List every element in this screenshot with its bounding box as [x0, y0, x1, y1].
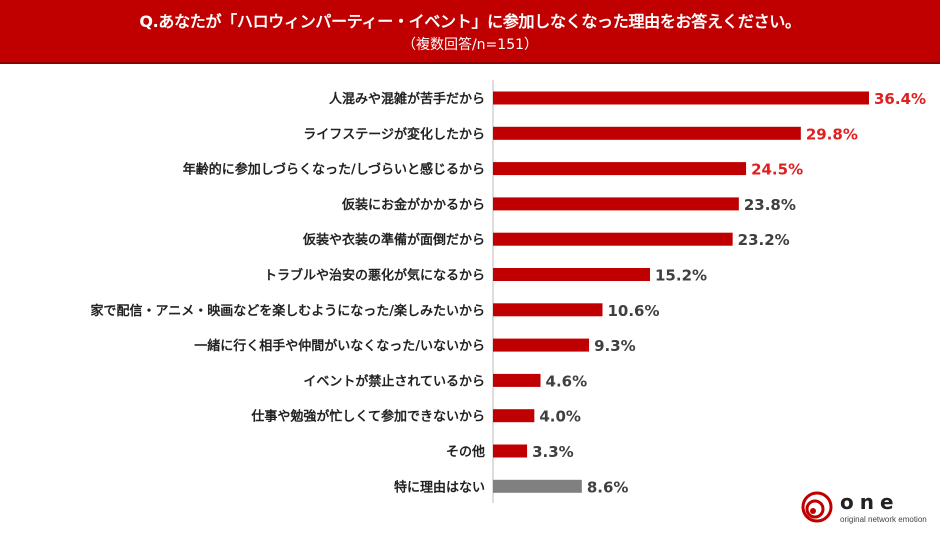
value-label: 15.2%: [655, 267, 707, 285]
value-label: 24.5%: [751, 161, 803, 179]
logo-text: one: [840, 490, 900, 514]
value-label: 10.6%: [607, 302, 659, 320]
category-label: ライフステージが変化したから: [303, 126, 485, 142]
category-label: 仮装にお金がかかるから: [341, 197, 485, 213]
bar: [493, 126, 801, 140]
category-label: 年齢的に参加しづらくなった/しづらいと感じるから: [183, 162, 485, 178]
category-label: 人混みや混雑が苦手だから: [329, 91, 485, 107]
category-label: 家で配信・アニメ・映画などを楽しむようになった/楽しみたいから: [91, 303, 486, 319]
one-logo: one original network emotion: [800, 490, 938, 530]
bar: [493, 91, 869, 105]
bar: [493, 303, 603, 317]
category-label: 仕事や勉強が忙しくて参加できないから: [250, 409, 485, 425]
bar: [493, 373, 541, 387]
category-label: 一緒に行く相手や仲間がいなくなった/いないから: [194, 338, 485, 354]
bar: [493, 338, 590, 352]
bar: [493, 479, 582, 493]
value-label: 9.3%: [594, 337, 636, 355]
category-label: トラブルや治安の悪化が気になるから: [264, 268, 485, 284]
bar: [493, 409, 535, 423]
bar: [493, 197, 739, 211]
value-label: 4.6%: [546, 372, 588, 390]
logo-tagline: original network emotion: [840, 515, 927, 524]
category-label: 特に理由はない: [394, 479, 485, 495]
category-label: その他: [446, 444, 485, 460]
value-label: 4.0%: [539, 408, 581, 426]
logo-swirl-icon: [801, 491, 833, 523]
chart-subtitle: （複数回答/n=151）: [401, 37, 539, 53]
category-label: イベントが禁止されているから: [303, 373, 485, 389]
value-label: 3.3%: [532, 443, 574, 461]
value-label: 23.8%: [744, 196, 796, 214]
chart-title: Q.あなたが「ハロウィンパーティー・イベント」に参加しなくなった理由をお答えくだ…: [139, 12, 801, 31]
bar: [493, 232, 733, 246]
bar: [493, 162, 747, 176]
value-label: 29.8%: [806, 125, 858, 143]
bar: [493, 444, 528, 458]
bar: [493, 268, 651, 281]
value-label: 36.4%: [874, 90, 926, 108]
value-label: 23.2%: [738, 231, 790, 249]
value-label: 8.6%: [587, 478, 629, 496]
chart-header: Q.あなたが「ハロウィンパーティー・イベント」に参加しなくなった理由をお答えくだ…: [0, 0, 940, 64]
category-label: 仮装や衣装の準備が面倒だから: [302, 232, 485, 248]
